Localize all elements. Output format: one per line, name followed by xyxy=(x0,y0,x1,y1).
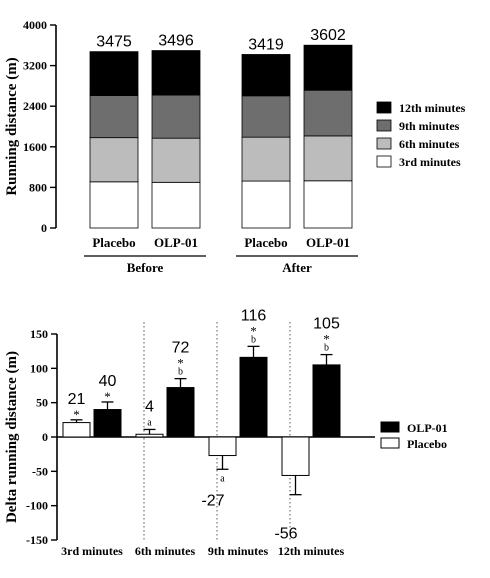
stacked-bar-segment xyxy=(241,136,291,182)
legend-label: OLP-01 xyxy=(407,421,448,435)
x-category-label: 9th minutes xyxy=(208,544,269,558)
group-label: After xyxy=(282,260,312,275)
stacked-bar-segment xyxy=(241,95,291,138)
bar-value-label: 40 xyxy=(99,373,117,390)
y-tick-label: 3200 xyxy=(23,59,47,73)
stacked-bar-segment xyxy=(241,180,291,229)
y-tick-label: 50 xyxy=(36,396,48,410)
x-category-label: 3rd minutes xyxy=(61,544,123,558)
delta-bar-chart: -150 -100 -50 0 50 100 150 Delta running distan… xyxy=(4,307,448,558)
stacked-bar-segment xyxy=(89,137,139,183)
placebo-bar xyxy=(135,433,164,438)
group-label: Before xyxy=(127,260,164,275)
significance-mark: * xyxy=(73,407,80,422)
legend-label: 9th minutes xyxy=(399,119,460,133)
y-axis-title: Delta running distance (m) xyxy=(4,351,20,523)
stacked-bar-segment xyxy=(303,44,353,91)
stacked-bar-segment xyxy=(89,51,139,96)
y-tick-label: 0 xyxy=(42,430,48,444)
legend-label: Placebo xyxy=(407,437,447,451)
legend-label: 12th minutes xyxy=(399,101,466,115)
stacked-bar-segment xyxy=(89,181,139,229)
stacked-bar-segment xyxy=(151,50,201,96)
y-tick-label: -150 xyxy=(26,533,48,547)
significance-mark: b xyxy=(324,343,329,354)
y-tick-label: 150 xyxy=(30,327,48,341)
x-category-label: 12th minutes xyxy=(278,544,345,558)
stacked-bar-segment xyxy=(303,135,353,182)
y-tick-label: 2400 xyxy=(23,99,47,113)
placebo-bar xyxy=(281,436,310,476)
bar-total-label: 3419 xyxy=(248,36,284,53)
legend-swatch xyxy=(376,119,392,132)
olp01-bar xyxy=(166,387,195,438)
bar-value-label: 72 xyxy=(172,340,190,357)
placebo-bar xyxy=(208,436,237,457)
stacked-bar-segment xyxy=(89,95,139,139)
bar-value-label: 116 xyxy=(241,307,267,324)
legend-label: 6th minutes xyxy=(399,137,460,151)
x-category-label: OLP-01 xyxy=(306,235,350,250)
y-tick-label: -100 xyxy=(26,499,48,513)
legend-swatch xyxy=(380,421,400,433)
stacked-bar-chart: 0 800 1600 2400 3200 4000 Running distance (m)… xyxy=(4,18,466,275)
bar-total-label: 3496 xyxy=(158,33,194,50)
y-tick-label: 1600 xyxy=(23,140,47,154)
significance-mark: a xyxy=(220,473,225,484)
bar-total-label: 3602 xyxy=(310,27,346,44)
bar-value-label: -27 xyxy=(201,492,224,509)
x-category-label: OLP-01 xyxy=(154,235,198,250)
x-category-label: Placebo xyxy=(92,235,135,250)
x-category-label: 6th minutes xyxy=(135,544,196,558)
significance-mark: a xyxy=(147,417,152,428)
stacked-bar-segment xyxy=(303,89,353,137)
bar-total-label: 3475 xyxy=(96,34,132,51)
significance-mark: b xyxy=(251,334,256,345)
legend-swatch xyxy=(376,155,392,168)
significance-mark: * xyxy=(177,356,184,371)
significance-mark: * xyxy=(323,332,330,347)
stacked-bar-segment xyxy=(151,181,201,229)
olp01-bar xyxy=(93,409,122,438)
stacked-bar-segment xyxy=(241,54,291,97)
placebo-bar xyxy=(62,422,91,438)
significance-mark: * xyxy=(104,389,111,404)
y-tick-label: 4000 xyxy=(23,18,47,32)
y-tick-label: 0 xyxy=(41,221,47,235)
stacked-bar-segment xyxy=(151,137,201,183)
x-category-label: Placebo xyxy=(244,235,287,250)
bar-value-label: 21 xyxy=(68,391,86,408)
legend-label: 3rd minutes xyxy=(399,155,461,169)
bar-value-label: -56 xyxy=(274,526,297,543)
y-tick-label: 800 xyxy=(29,180,47,194)
significance-mark: * xyxy=(250,323,257,338)
stacked-bar-segment xyxy=(151,94,201,139)
legend-swatch xyxy=(380,437,400,449)
olp01-bar xyxy=(312,364,341,438)
legend-swatch xyxy=(376,101,392,114)
significance-mark: b xyxy=(178,367,183,378)
bar-value-label: 105 xyxy=(313,316,340,333)
bar-value-label: 4 xyxy=(145,398,154,415)
y-tick-label: 100 xyxy=(30,361,48,375)
olp01-bar xyxy=(239,356,268,438)
legend-swatch xyxy=(376,137,392,150)
stacked-bar-segment xyxy=(303,180,353,229)
y-axis-title: Running distance (m) xyxy=(4,57,20,195)
y-tick-label: -50 xyxy=(32,464,48,478)
